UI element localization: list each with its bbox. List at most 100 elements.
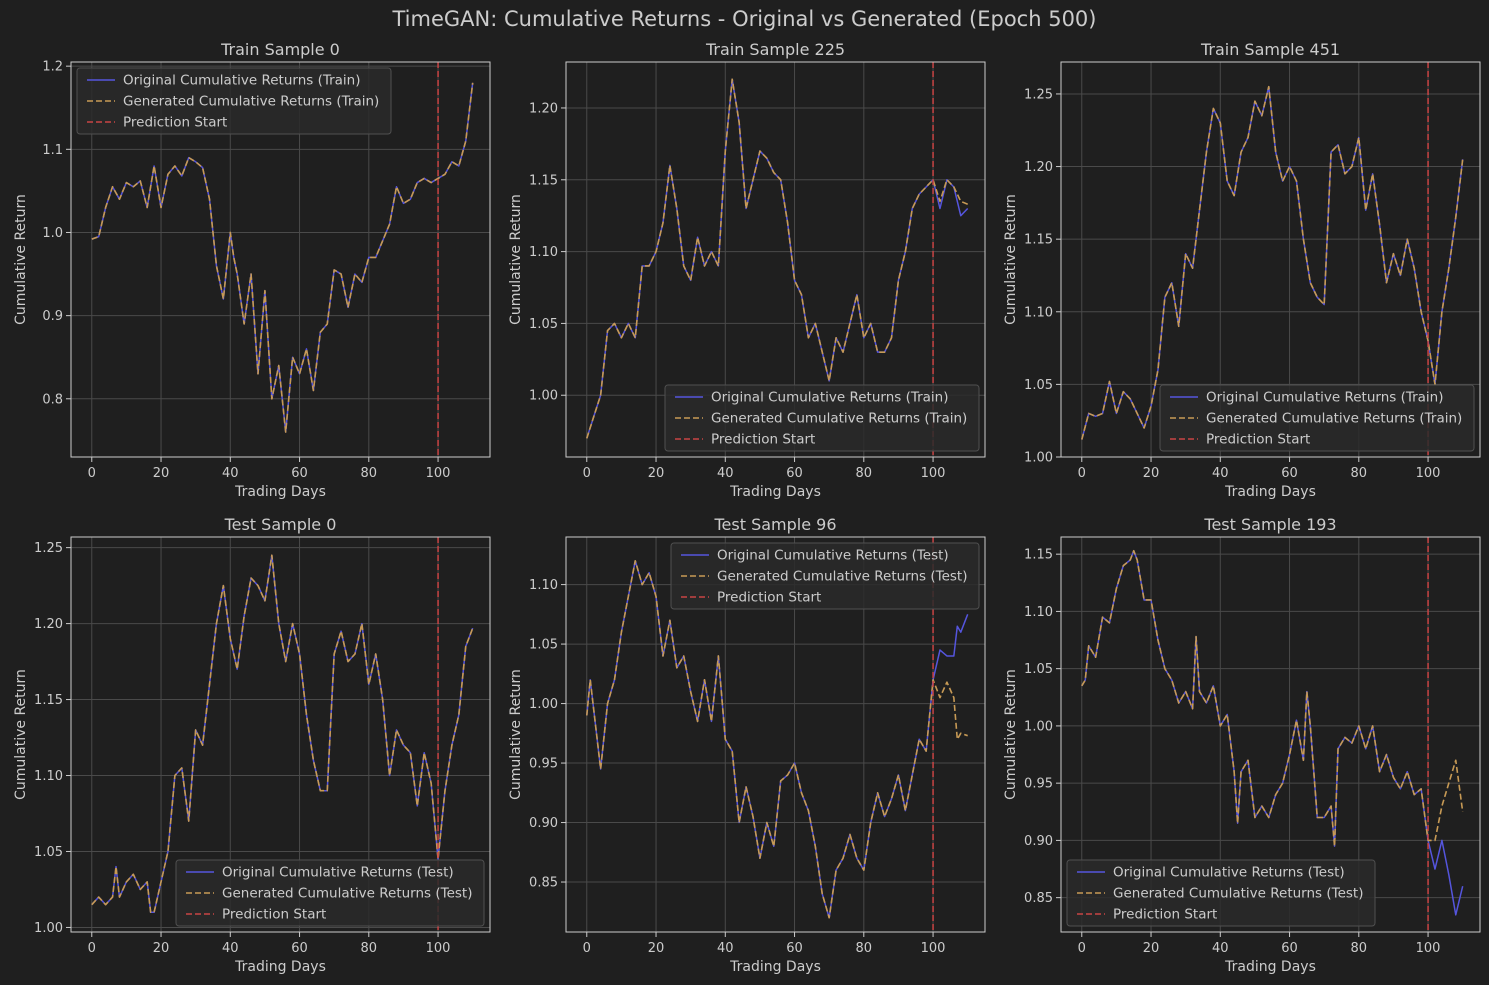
legend-label: Original Cumulative Returns (Train) [711, 390, 949, 406]
legend-box [1159, 384, 1475, 452]
y-tick-label: 1.10 [529, 578, 558, 593]
y-tick-label: 1.20 [34, 617, 63, 632]
legend-label: Original Cumulative Returns (Test) [1113, 865, 1345, 881]
subplot-title: Train Sample 0 [220, 40, 340, 59]
plot-area [91, 62, 474, 457]
x-tick-label: 20 [648, 941, 665, 956]
x-tick-label: 80 [361, 466, 378, 481]
y-tick-label: 1.25 [34, 541, 63, 556]
legend-label: Original Cumulative Returns (Train) [123, 73, 361, 89]
subplot-5: 0 20 40 60 80 100 0.85 0.90 0.95 1.00 1.05 1.10 1.15… [1003, 515, 1481, 975]
x-tick-label: 40 [222, 941, 239, 956]
x-tick-label: 20 [1143, 941, 1160, 956]
legend-label: Original Cumulative Returns (Test) [222, 865, 454, 881]
x-tick-label: 60 [291, 941, 308, 956]
generated-series-line [1081, 549, 1464, 847]
x-tick-label: 0 [88, 466, 96, 481]
y-tick-label: 1.15 [1024, 233, 1053, 248]
y-tick-label: 1.15 [529, 173, 558, 188]
legend-box [175, 859, 485, 927]
generated-series-line [1081, 85, 1464, 440]
x-tick-label: 20 [1143, 466, 1160, 481]
legend-box [1066, 859, 1376, 927]
legend-label: Prediction Start [1113, 907, 1217, 923]
y-tick-label: 1.20 [1024, 160, 1053, 175]
plot-area [1081, 537, 1464, 932]
legend-box [76, 67, 392, 135]
y-axis-label: Cumulative Return [1003, 194, 1019, 325]
y-tick-label: 1.15 [1024, 548, 1053, 563]
x-tick-label: 40 [222, 466, 239, 481]
axes-frame [70, 536, 491, 933]
subplot-2: 0 20 40 60 80 100 1.00 1.05 1.10 1.15 1.20 1.25 Trai… [1003, 40, 1481, 500]
y-tick-label: 0.85 [1024, 891, 1053, 906]
y-axis-label: Cumulative Return [508, 194, 524, 325]
axes-frame [1060, 61, 1481, 458]
axes-frame [565, 61, 986, 458]
x-tick-label: 40 [717, 941, 734, 956]
y-axis-label: Cumulative Return [1003, 669, 1019, 800]
x-tick-label: 40 [1212, 941, 1229, 956]
generated-series-line [91, 554, 474, 914]
y-axis-label: Cumulative Return [13, 669, 29, 800]
legend: Original Cumulative Returns (Test) Genera… [670, 542, 980, 610]
x-tick-label: 0 [1078, 466, 1086, 481]
x-axis-label: Trading Days [729, 959, 821, 975]
legend-label: Generated Cumulative Returns (Train) [1206, 411, 1462, 427]
x-tick-label: 100 [921, 941, 946, 956]
x-tick-label: 80 [1351, 941, 1368, 956]
y-tick-label: 1.05 [529, 317, 558, 332]
y-tick-label: 1.0 [42, 226, 63, 241]
subplot-3: 0 20 40 60 80 100 1.00 1.05 1.10 1.15 1.20 1.25 Test… [13, 515, 491, 975]
subplot-0: 0 20 40 60 80 100 0.8 0.9 1.0 1.1 1.2 Train Sample … [13, 40, 491, 500]
x-tick-label: 40 [717, 466, 734, 481]
x-axis-label: Trading Days [729, 484, 821, 500]
y-tick-label: 1.05 [34, 845, 63, 860]
x-tick-label: 40 [1212, 466, 1229, 481]
x-tick-label: 20 [153, 466, 170, 481]
y-tick-label: 1.25 [1024, 87, 1053, 102]
subplot-title: Test Sample 193 [1203, 515, 1336, 534]
legend-label: Original Cumulative Returns (Train) [1206, 390, 1444, 406]
legend: Original Cumulative Returns (Test) Genera… [1066, 859, 1376, 927]
x-tick-label: 60 [291, 466, 308, 481]
y-tick-label: 0.95 [1024, 777, 1053, 792]
legend-box [670, 542, 980, 610]
x-tick-label: 60 [786, 466, 803, 481]
x-tick-label: 60 [786, 941, 803, 956]
legend-label: Prediction Start [717, 590, 821, 606]
y-tick-label: 0.95 [529, 757, 558, 772]
subplot-title: Train Sample 225 [705, 40, 845, 59]
y-tick-label: 1.20 [529, 101, 558, 116]
y-tick-label: 0.90 [1024, 834, 1053, 849]
y-axis-label: Cumulative Return [508, 669, 524, 800]
legend: Original Cumulative Returns (Train) Gener… [664, 384, 980, 452]
generated-series-line [91, 82, 474, 433]
legend-label: Prediction Start [123, 115, 227, 131]
x-tick-label: 20 [648, 466, 665, 481]
x-tick-label: 20 [153, 941, 170, 956]
subplot-4: 0 20 40 60 80 100 0.85 0.90 0.95 1.00 1.05 1.10 Test… [508, 515, 986, 975]
legend-label: Prediction Start [222, 907, 326, 923]
legend-label: Prediction Start [711, 432, 815, 448]
y-tick-label: 1.05 [1024, 662, 1053, 677]
x-tick-label: 100 [1416, 466, 1441, 481]
x-tick-label: 0 [1078, 941, 1086, 956]
axes-frame [70, 61, 491, 458]
y-tick-label: 1.00 [1024, 719, 1053, 734]
y-tick-label: 1.00 [529, 389, 558, 404]
y-tick-label: 1.05 [1024, 378, 1053, 393]
generated-series-line [586, 78, 968, 439]
subplot-title: Test Sample 96 [713, 515, 836, 534]
y-tick-label: 1.10 [34, 769, 63, 784]
y-tick-label: 1.00 [1024, 451, 1053, 466]
x-tick-label: 100 [426, 466, 451, 481]
legend: Original Cumulative Returns (Train) Gener… [1159, 384, 1475, 452]
y-tick-label: 1.10 [1024, 605, 1053, 620]
x-axis-label: Trading Days [1224, 484, 1316, 500]
y-tick-label: 1.10 [529, 245, 558, 260]
x-axis-label: Trading Days [234, 484, 326, 500]
y-tick-label: 1.2 [42, 60, 63, 75]
